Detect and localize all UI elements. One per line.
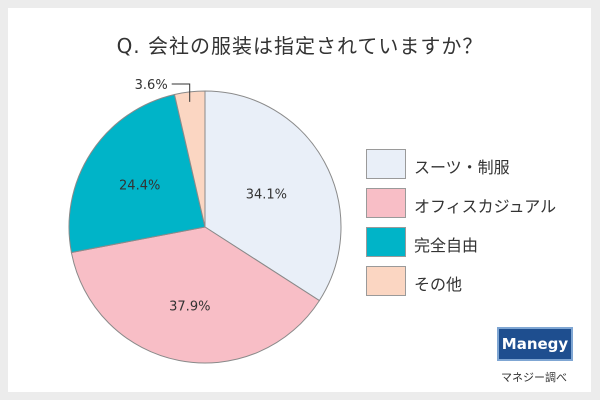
legend-swatch-suit xyxy=(366,149,406,179)
legend-label-suit: スーツ・制服 xyxy=(414,158,510,177)
legend-label-other: その他 xyxy=(414,275,463,294)
pie-slices xyxy=(68,90,342,364)
manegy-logo-text: Manegy xyxy=(501,335,569,353)
legend-item-free: 完全自由 xyxy=(366,227,576,257)
legend-swatch-free xyxy=(366,227,406,257)
source-credit: マネジー調べ xyxy=(501,371,567,384)
pie-slice-free xyxy=(68,93,206,254)
pie-slice-suit xyxy=(204,90,342,302)
legend-swatch-office-casual xyxy=(366,188,406,218)
pie-label-free: 24.4% xyxy=(119,178,160,193)
pie-slice-office-casual xyxy=(70,226,321,364)
chart-title: Q. 会社の服装は指定されていますか？ xyxy=(116,34,484,58)
pie-label-suit: 34.1% xyxy=(246,188,287,203)
pie-label-office-casual: 37.9% xyxy=(169,300,210,315)
legend-item-other: その他 xyxy=(366,266,576,296)
legend-label-free: 完全自由 xyxy=(414,236,479,255)
pie-label-other: 3.6% xyxy=(135,78,168,93)
legend-item-suit: スーツ・制服 xyxy=(366,149,576,179)
legend-label-office-casual: オフィスカジュアル xyxy=(414,197,557,216)
manegy-logo: Manegy xyxy=(497,327,573,361)
pie-labels: 34.1% 37.9% 24.4% 3.6% xyxy=(119,78,287,315)
leader-line-other xyxy=(171,83,191,102)
legend-item-office-casual: オフィスカジュアル xyxy=(366,188,576,218)
legend-swatch-other xyxy=(366,266,406,296)
